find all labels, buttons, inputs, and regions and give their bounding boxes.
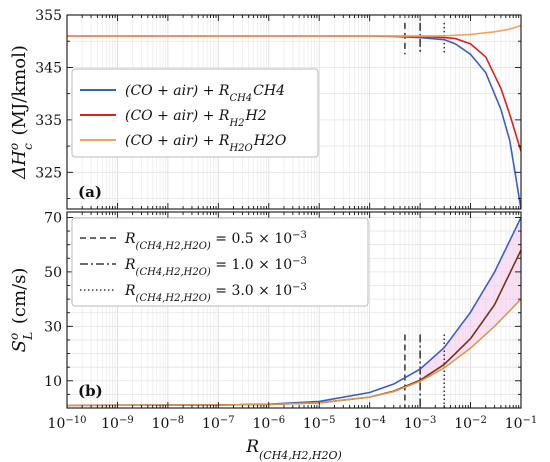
axes-frame: [66, 211, 522, 409]
y-tick-label: 325: [35, 165, 62, 181]
legend: (CO + air) + RCH4CH4 (CO + air) + RH2H2 (C…: [71, 68, 319, 158]
panel-a: 325 335 345 355 (a) ΔHoc (MJ/kmol) (CO + air) …: [7, 8, 522, 210]
y-axis-label: SoL (cm/s): [7, 268, 35, 353]
panel-label: (b): [78, 382, 103, 400]
x-tick-label: 10−8: [152, 415, 185, 433]
legend-label: (CO + air) + RH2H2: [125, 108, 267, 129]
series-line: [67, 24, 521, 37]
legend: R(CH4,H2,H2O) = 0.5 × 10−3 R(CH4,H2,H2O) …: [71, 217, 369, 307]
x-tick-label: 10−9: [101, 415, 134, 433]
legend-label: R(CH4,H2,H2O) = 1.0 × 10−3: [124, 256, 307, 278]
legend-label: R(CH4,H2,H2O) = 3.0 × 10−3: [124, 282, 307, 304]
panel-b: 10 30 50 70 (b) SoL (cm/s) R(CH4,H2,H2O) = 0.5…: [7, 210, 522, 409]
panel-label: (a): [78, 183, 102, 201]
x-tick-label: 10−2: [454, 415, 487, 433]
y-tick-label: 335: [35, 113, 62, 129]
legend-box: [71, 217, 369, 307]
x-tick-label: 10−4: [353, 415, 386, 433]
x-tick-label: 10−5: [303, 415, 336, 433]
x-tick-label: 10−3: [404, 415, 437, 433]
y-tick-label: 70: [44, 210, 62, 226]
y-tick-label: 355: [35, 8, 62, 24]
x-tick-label: 10−10: [48, 415, 87, 433]
legend-box: [71, 68, 319, 158]
x-tick-label: 10−7: [202, 415, 235, 433]
legend-label: R(CH4,H2,H2O) = 0.5 × 10−3: [124, 230, 307, 252]
x-tick-label: 10−6: [252, 415, 285, 433]
y-tick-label: 10: [44, 374, 62, 390]
shaded-band: [420, 217, 521, 382]
legend-label: (CO + air) + RCH4CH4: [125, 83, 285, 104]
series-line: [67, 298, 521, 407]
y-axis-label: ΔHoc (MJ/kmol): [7, 45, 35, 180]
y-tick-label: 30: [44, 319, 62, 335]
y-tick-label: 50: [44, 265, 62, 281]
legend-label: (CO + air) + RH2OH2O: [125, 133, 287, 154]
axes-frame: [66, 14, 522, 210]
x-axis-label: R(CH4,H2,H2O): [245, 437, 342, 462]
x-tick-label: 10−1: [505, 415, 538, 433]
y-tick-label: 345: [35, 60, 62, 76]
